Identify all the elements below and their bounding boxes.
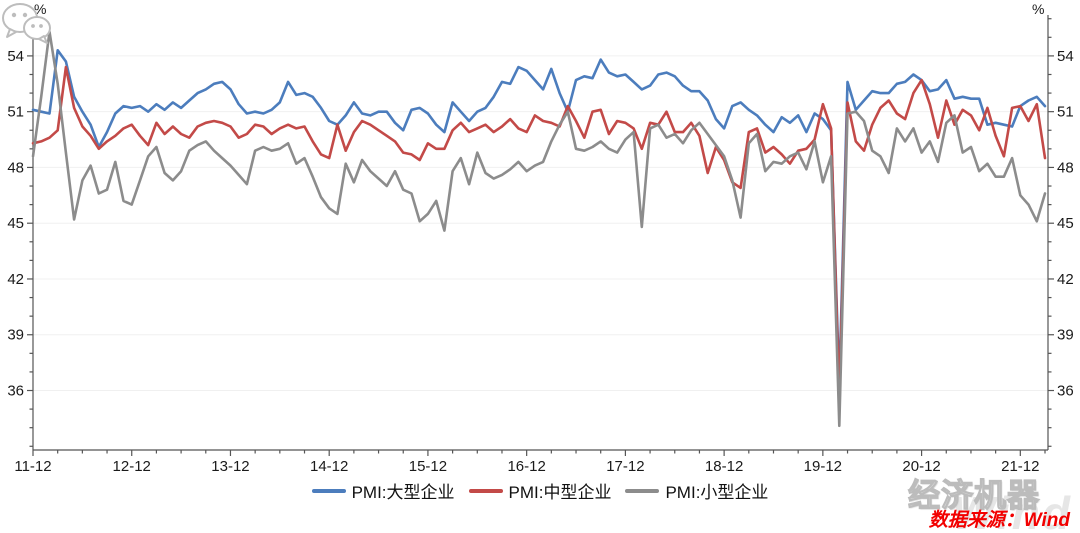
axes	[32, 15, 1049, 451]
series-line	[31, 65, 1047, 402]
unit-label-right: %	[1032, 1, 1044, 17]
svg-text:42: 42	[7, 271, 24, 288]
series-line	[31, 30, 1047, 428]
svg-text:48: 48	[7, 159, 24, 176]
svg-text:15-12: 15-12	[409, 458, 447, 475]
svg-text:11-12: 11-12	[14, 458, 51, 475]
legend-swatch	[311, 488, 346, 493]
svg-text:20-12: 20-12	[902, 458, 940, 475]
svg-text:39: 39	[7, 327, 24, 344]
svg-text:21-12: 21-12	[1001, 458, 1039, 475]
unit-label-left: %	[34, 1, 46, 17]
legend-item: PMI:中型企业	[468, 478, 612, 503]
svg-text:14-12: 14-12	[310, 458, 348, 475]
svg-text:51: 51	[7, 104, 24, 121]
wechat-icon	[2, 3, 51, 44]
data-source-note: 数据来源：Wind	[928, 510, 1070, 531]
svg-text:36: 36	[1057, 383, 1074, 400]
svg-text:54: 54	[7, 48, 24, 65]
legend-label: PMI:大型企业	[351, 483, 455, 502]
legend-label: PMI:中型企业	[508, 483, 612, 502]
axis-labels: 36 36 39 39 42 42 45 45 48 48 51 51 54 54 11-12 12-12 13…	[7, 48, 1073, 475]
legend-label: PMI:小型企业	[665, 483, 769, 502]
data-series	[31, 30, 1047, 428]
svg-text:19-12: 19-12	[804, 458, 842, 475]
series-line	[31, 48, 1047, 387]
svg-text:45: 45	[7, 215, 24, 232]
axis-ticks	[27, 18, 1054, 456]
legend-item: PMI:大型企业	[311, 478, 455, 503]
svg-text:45: 45	[1057, 215, 1074, 232]
svg-text:13-12: 13-12	[211, 458, 249, 475]
svg-text:12-12: 12-12	[113, 458, 151, 475]
legend-swatch	[625, 488, 660, 493]
svg-text:36: 36	[7, 383, 24, 400]
svg-text:16-12: 16-12	[507, 458, 545, 475]
svg-text:48: 48	[1057, 159, 1074, 176]
svg-text:51: 51	[1057, 104, 1074, 121]
legend-swatch	[468, 488, 503, 493]
svg-text:18-12: 18-12	[705, 458, 743, 475]
svg-text:17-12: 17-12	[606, 458, 644, 475]
svg-text:39: 39	[1057, 327, 1074, 344]
legend-item: PMI:小型企业	[625, 478, 768, 503]
svg-text:42: 42	[1057, 271, 1074, 288]
gridlines	[33, 55, 1048, 392]
chart-legend: PMI:大型企业 PMI:中型企业 PMI:小型企业	[0, 478, 1080, 503]
svg-text:54: 54	[1057, 48, 1074, 65]
